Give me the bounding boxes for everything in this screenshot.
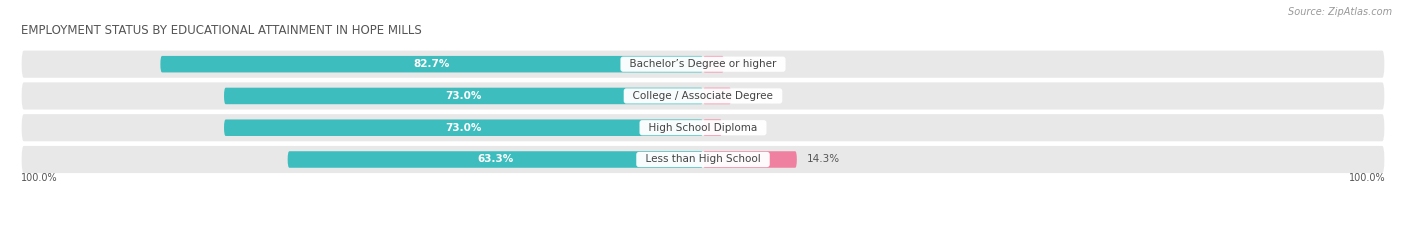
FancyBboxPatch shape xyxy=(703,120,723,136)
FancyBboxPatch shape xyxy=(21,113,1385,142)
Text: 100.0%: 100.0% xyxy=(1348,173,1385,183)
FancyBboxPatch shape xyxy=(224,120,703,136)
Text: High School Diploma: High School Diploma xyxy=(643,123,763,133)
Legend: In Labor Force, Unemployed: In Labor Force, Unemployed xyxy=(610,231,796,233)
Text: 73.0%: 73.0% xyxy=(446,91,482,101)
Text: 14.3%: 14.3% xyxy=(807,154,839,164)
Text: 3.2%: 3.2% xyxy=(734,59,761,69)
Text: 100.0%: 100.0% xyxy=(21,173,58,183)
FancyBboxPatch shape xyxy=(21,145,1385,174)
Text: 82.7%: 82.7% xyxy=(413,59,450,69)
Text: Less than High School: Less than High School xyxy=(638,154,768,164)
FancyBboxPatch shape xyxy=(160,56,703,72)
Text: College / Associate Degree: College / Associate Degree xyxy=(626,91,780,101)
Text: EMPLOYMENT STATUS BY EDUCATIONAL ATTAINMENT IN HOPE MILLS: EMPLOYMENT STATUS BY EDUCATIONAL ATTAINM… xyxy=(21,24,422,37)
FancyBboxPatch shape xyxy=(224,88,703,104)
FancyBboxPatch shape xyxy=(703,151,797,168)
FancyBboxPatch shape xyxy=(703,56,724,72)
FancyBboxPatch shape xyxy=(703,88,731,104)
Text: 73.0%: 73.0% xyxy=(446,123,482,133)
Text: 63.3%: 63.3% xyxy=(477,154,513,164)
FancyBboxPatch shape xyxy=(21,50,1385,79)
FancyBboxPatch shape xyxy=(288,151,703,168)
Text: Source: ZipAtlas.com: Source: ZipAtlas.com xyxy=(1288,7,1392,17)
FancyBboxPatch shape xyxy=(21,81,1385,111)
Text: Bachelor’s Degree or higher: Bachelor’s Degree or higher xyxy=(623,59,783,69)
Text: 4.3%: 4.3% xyxy=(741,91,768,101)
Text: 2.9%: 2.9% xyxy=(733,123,758,133)
